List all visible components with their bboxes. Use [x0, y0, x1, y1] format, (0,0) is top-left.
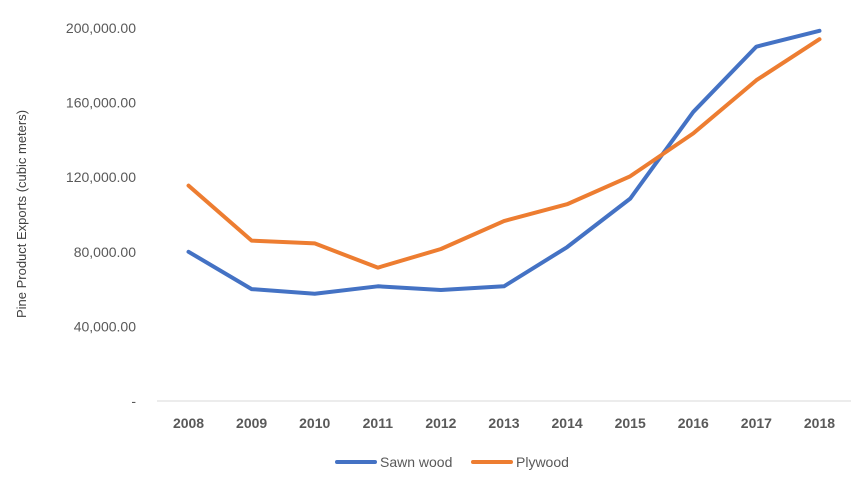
- x-tick-label: 2018: [804, 415, 835, 431]
- x-tick-label: 2017: [741, 415, 772, 431]
- y-tick-label: -: [131, 393, 136, 409]
- x-tick-label: 2010: [299, 415, 330, 431]
- y-axis-label-group: Pine Product Exports (cubic meters): [14, 110, 29, 318]
- y-tick-label: 200,000.00: [66, 20, 136, 36]
- x-tick-label: 2012: [425, 415, 456, 431]
- x-tick-label: 2013: [488, 415, 519, 431]
- x-tick-label: 2015: [615, 415, 646, 431]
- x-tick-label: 2009: [236, 415, 267, 431]
- legend: Sawn wood Plywood: [335, 454, 569, 470]
- x-tick-label: 2011: [363, 415, 394, 431]
- legend-label: Plywood: [516, 454, 569, 470]
- series-lines: [186, 28, 822, 296]
- y-axis-ticks: - 40,000.00 80,000.00 120,000.00 160,000.00 2…: [66, 20, 136, 409]
- y-tick-label: 120,000.00: [66, 169, 136, 185]
- x-tick-label: 2016: [678, 415, 709, 431]
- series-line-sawn-wood: [186, 28, 822, 296]
- x-axis-ticks: 2008 2009 2010 2011 2012 2013 2014 2015 2016 2017…: [173, 415, 835, 431]
- y-tick-label: 160,000.00: [66, 95, 136, 111]
- y-axis-label: Pine Product Exports (cubic meters): [14, 110, 29, 318]
- y-tick-label: 80,000.00: [74, 244, 136, 260]
- x-tick-label: 2014: [552, 415, 583, 431]
- series-line-plywood: [186, 37, 822, 270]
- x-tick-label: 2008: [173, 415, 204, 431]
- y-tick-label: 40,000.00: [74, 318, 136, 334]
- legend-label: Sawn wood: [380, 454, 452, 470]
